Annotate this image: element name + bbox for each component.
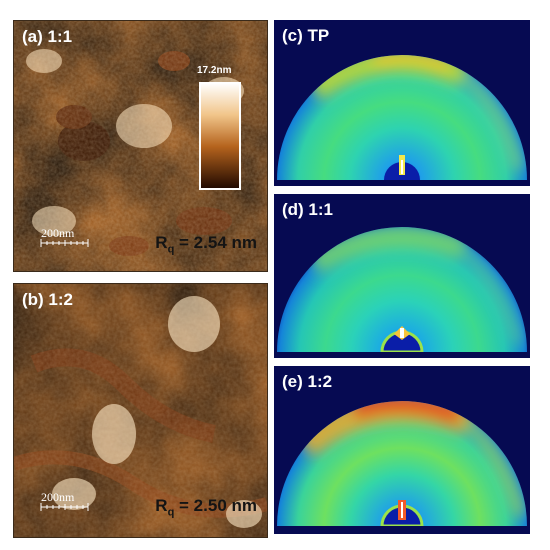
panel-label-b: (b) 1:2 [22,290,73,309]
rq-subscript-b: q [167,506,175,519]
giwaxs-image-e [274,401,530,534]
panel-label-c: (c) TP [282,26,330,45]
giwaxs-image-d [274,227,530,358]
roughness-b: Rq = 2.50 nm [155,496,257,518]
scalebar-a [40,239,89,247]
giwaxs-panel-c: (c) TP [274,20,530,186]
roughness-a: Rq = 2.54 nm [155,233,257,255]
afm-panel-a: (a) 1:1 17.2nm 200nm Rq = 2.54 nm [13,20,268,272]
panel-label-a: (a) 1:1 [22,27,73,46]
scalebar-b [40,503,89,511]
colorbar-max-label: 17.2nm [197,65,232,76]
rq-symbol-a: R [155,233,168,252]
giwaxs-panel-d: (d) 1:1 [274,194,530,358]
afm-image-a [14,21,267,271]
rq-value-b: = 2.50 nm [174,496,257,515]
scalebar-label-a: 200nm [41,226,75,240]
rq-subscript-a: q [167,243,175,256]
panel-label-e: (e) 1:2 [282,372,333,391]
panel-label-d: (d) 1:1 [282,200,333,219]
afm-image-b [14,284,267,537]
giwaxs-image-c [274,55,530,186]
giwaxs-panel-e: (e) 1:2 [274,366,530,534]
afm-panel-b: (b) 1:2 200nm Rq = 2.50 nm [13,283,268,538]
rq-value-a: = 2.54 nm [174,233,257,252]
rq-symbol-b: R [155,496,168,515]
scalebar-label-b: 200nm [41,490,75,504]
colorbar [199,82,241,190]
